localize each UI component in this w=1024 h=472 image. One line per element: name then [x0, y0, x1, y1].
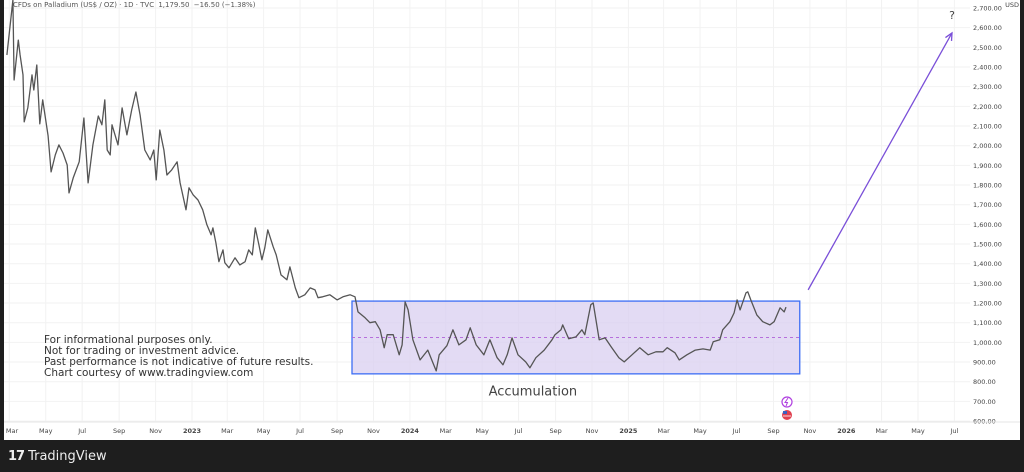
x-tick-label: May — [39, 427, 53, 435]
y-tick-label: 2,200.00 — [973, 103, 1002, 111]
x-tick-label: Mar — [440, 427, 453, 435]
x-tick-label: 2023 — [183, 427, 201, 435]
last-price: 1,179.50 — [158, 1, 190, 9]
x-tick-label: Mar — [6, 427, 19, 435]
price-line — [6, 0, 787, 372]
y-tick-label: 900.00 — [973, 359, 996, 367]
y-tick-label: 2,100.00 — [973, 123, 1002, 131]
x-tick-label: Jul — [514, 427, 523, 435]
x-tick-label: Mar — [658, 427, 671, 435]
y-tick-label: 2,400.00 — [973, 64, 1002, 72]
x-tick-label: 2026 — [837, 427, 856, 435]
lightning-glyph-icon — [784, 397, 789, 407]
y-tick-label: 1,100.00 — [973, 319, 1002, 327]
x-tick-label: Nov — [586, 427, 599, 435]
arrow-question-label: ? — [949, 9, 955, 22]
y-tick-label: 1,400.00 — [973, 260, 1002, 268]
y-tick-label: 1,700.00 — [973, 201, 1002, 209]
axis-unit-label: USD — [1005, 1, 1019, 9]
chart-title: CFDs on Palladium (US$ / OZ) · 1D · TVC … — [13, 1, 257, 9]
x-tick-label: Nov — [804, 427, 817, 435]
disclaimer-line: Not for trading or investment advice. — [44, 345, 240, 357]
y-tick-label: 1,200.00 — [973, 300, 1002, 308]
y-tick-label: 800.00 — [973, 378, 996, 386]
y-tick-label: 2,500.00 — [973, 44, 1002, 52]
x-tick-label: 2025 — [619, 427, 638, 435]
x-tick-label: Jul — [949, 427, 958, 435]
x-tick-label: May — [693, 427, 707, 435]
tradingview-mark-icon: 17 — [8, 449, 25, 464]
disclaimer-line: For informational purposes only. — [44, 334, 213, 346]
disclaimer: For informational purposes only. Not for… — [44, 335, 313, 379]
chart-frame: 2,700.00 2,600.00 2,500.00 2,400.00 2,300.00… — [4, 0, 1020, 440]
y-tick-label: 2,700.00 — [973, 5, 1002, 13]
flag-canton-icon — [783, 411, 787, 414]
y-tick-label: 1,600.00 — [973, 221, 1002, 229]
x-tick-label: Sep — [113, 427, 125, 435]
disclaimer-line: Chart courtesy of www.tradingview.com — [44, 367, 254, 379]
x-tick-label: Sep — [331, 427, 343, 435]
y-tick-label: 700.00 — [973, 398, 996, 406]
y-tick-label: 1,500.00 — [973, 241, 1002, 249]
y-tick-label: 2,300.00 — [973, 83, 1002, 91]
x-tick-label: Jul — [732, 427, 741, 435]
x-tick-label: May — [911, 427, 925, 435]
x-tick-label: Mar — [221, 427, 234, 435]
footer: 17 TradingView — [0, 440, 1024, 472]
price-chart[interactable]: 2,700.00 2,600.00 2,500.00 2,400.00 2,300.00… — [4, 0, 1020, 440]
x-tick-label: Nov — [149, 427, 162, 435]
y-tick-label: 1,000.00 — [973, 339, 1002, 347]
y-tick-label: 2,000.00 — [973, 142, 1002, 150]
disclaimer-line: Past performance is not indicative of fu… — [44, 356, 314, 368]
y-tick-label: 2,600.00 — [973, 24, 1002, 32]
price-change: −16.50 (−1.38%) — [193, 1, 256, 9]
y-tick-label: 1,900.00 — [973, 162, 1002, 170]
x-tick-label: May — [257, 427, 271, 435]
x-tick-label: Sep — [549, 427, 561, 435]
x-tick-label: 2024 — [401, 427, 420, 435]
y-tick-label: 1,800.00 — [973, 182, 1002, 190]
x-tick-label: Nov — [367, 427, 380, 435]
brand-name: TradingView — [28, 449, 107, 464]
tradingview-logo[interactable]: 17 TradingView — [8, 449, 107, 464]
x-tick-label: May — [475, 427, 489, 435]
accumulation-label: Accumulation — [489, 385, 578, 400]
arrow-head-icon — [945, 31, 953, 42]
symbol-label[interactable]: CFDs on Palladium (US$ / OZ) · 1D · TVC — [13, 1, 155, 9]
projection-arrow — [807, 32, 953, 291]
x-tick-label: Mar — [875, 427, 888, 435]
y-tick-label: 1,300.00 — [973, 280, 1002, 288]
x-tick-label: Jul — [295, 427, 304, 435]
x-tick-label: Jul — [77, 427, 86, 435]
price-axis — [970, 0, 1020, 440]
x-tick-label: Sep — [767, 427, 779, 435]
